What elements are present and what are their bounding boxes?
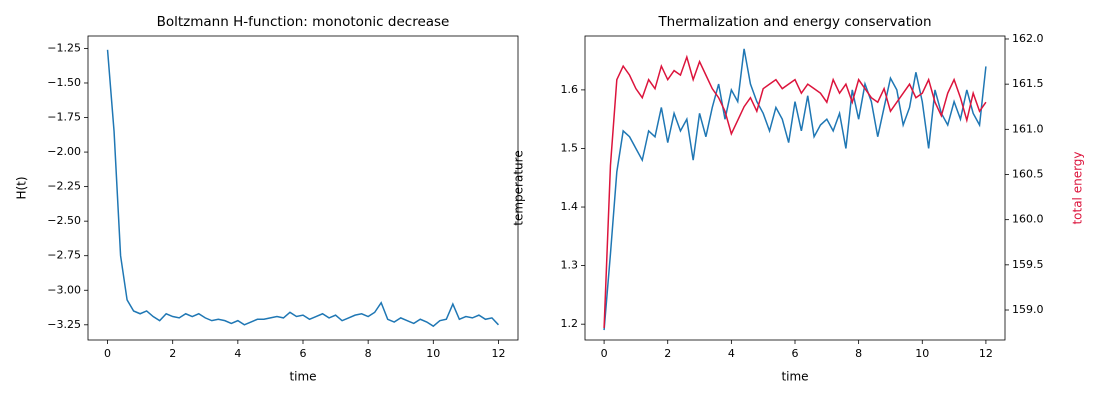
x-axis-label: time (781, 370, 808, 384)
x-tick-label: 10 (915, 347, 929, 360)
chart-title: Boltzmann H-function: monotonic decrease (157, 14, 450, 30)
y-tick-label: 1.3 (561, 259, 579, 272)
x-tick-label: 12 (979, 347, 993, 360)
y-axis-label: temperature (512, 150, 526, 225)
y2-tick-label: 162.0 (1012, 32, 1044, 45)
y-tick-label: −2.75 (47, 249, 81, 262)
y-tick-label: 1.6 (561, 83, 579, 96)
y2-tick-label: 159.5 (1012, 258, 1044, 271)
plot-frame (87, 35, 519, 341)
y-tick-label: −1.75 (47, 111, 81, 124)
y2-tick-label: 159.0 (1012, 303, 1044, 316)
y2-tick-label: 160.0 (1012, 213, 1044, 226)
y-tick-label: −2.00 (47, 145, 81, 158)
y2-tick-label: 161.5 (1012, 77, 1044, 90)
y-tick-label: −2.25 (47, 180, 81, 193)
x-tick-label: 2 (169, 347, 176, 360)
x-tick-label: 0 (104, 347, 111, 360)
x-tick-label: 6 (300, 347, 307, 360)
chart-title: Thermalization and energy conservation (657, 14, 931, 30)
plot-frame (584, 35, 1006, 341)
x-axis-label: time (289, 370, 316, 384)
x-tick-label: 8 (855, 347, 862, 360)
x-tick-label: 12 (491, 347, 505, 360)
y-tick-label: 1.2 (561, 317, 579, 330)
x-tick-label: 10 (426, 347, 440, 360)
y-tick-label: 1.4 (561, 200, 579, 213)
y-tick-label: −1.25 (47, 41, 81, 54)
y-tick-label: −3.00 (47, 283, 81, 296)
data-line (603, 48, 987, 331)
y-tick-label: 1.5 (561, 141, 579, 154)
y2-axis-label: total energy (1071, 151, 1085, 224)
x-tick-label: 4 (234, 347, 241, 360)
y2-tick-label: 161.0 (1012, 122, 1044, 135)
data-line (603, 54, 987, 329)
x-tick-label: 4 (728, 347, 735, 360)
x-tick-label: 6 (792, 347, 799, 360)
data-line (106, 49, 499, 328)
y-tick-label: −2.50 (47, 214, 81, 227)
x-tick-label: 2 (664, 347, 671, 360)
y-axis-label: H(t) (15, 176, 29, 199)
y2-tick-label: 160.5 (1012, 167, 1044, 180)
y-tick-label: −1.50 (47, 76, 81, 89)
y-tick-label: −3.25 (47, 318, 81, 331)
x-tick-label: 8 (365, 347, 372, 360)
x-tick-label: 0 (601, 347, 608, 360)
